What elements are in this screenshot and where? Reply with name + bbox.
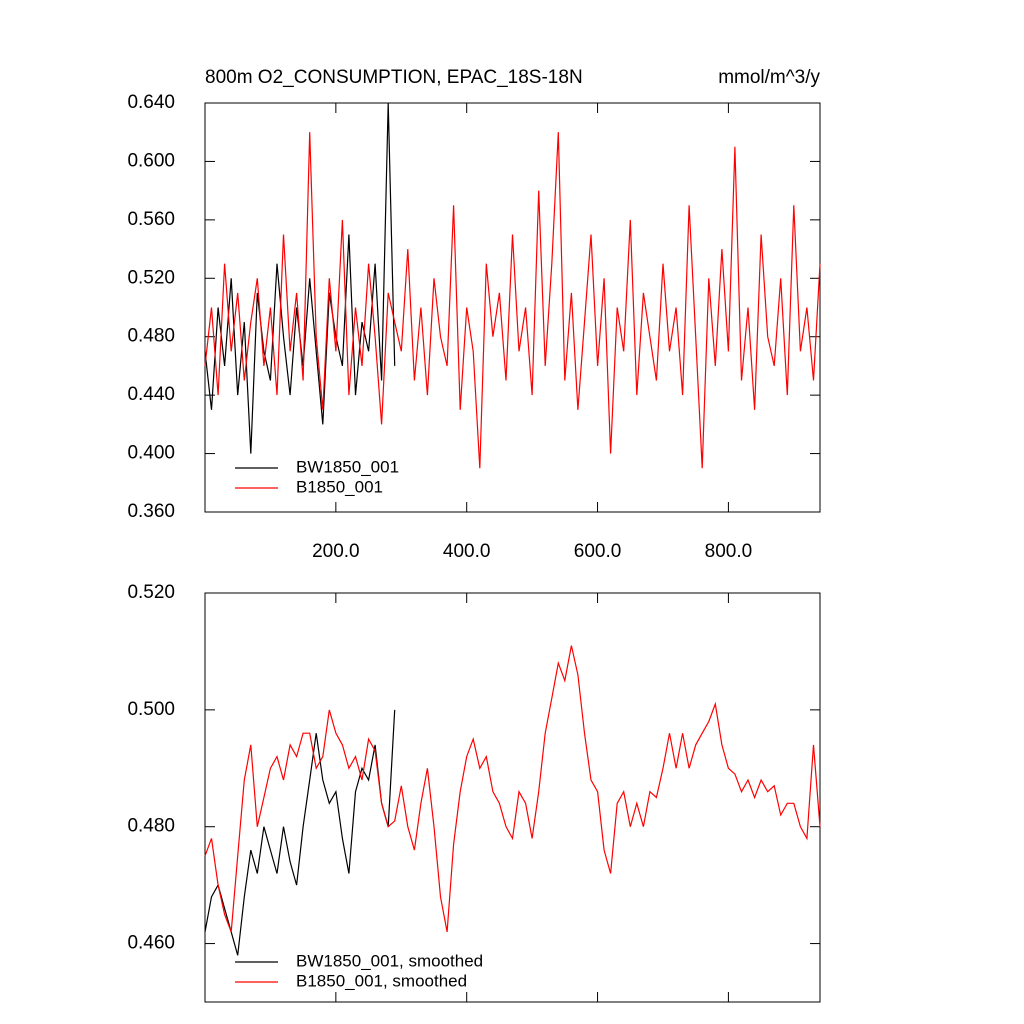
y-tick-label: 0.520 (127, 582, 175, 603)
x-tick-label: 600.0 (574, 541, 622, 562)
y-tick-label: 0.500 (127, 699, 175, 720)
y-tick-label: 0.480 (127, 816, 175, 837)
x-tick-label: 800.0 (705, 541, 753, 562)
x-tick-label: 200.0 (312, 541, 360, 562)
series-line (204, 102, 396, 454)
y-tick-label: 0.560 (127, 209, 175, 230)
y-tick-label: 0.460 (127, 933, 175, 954)
units-label: mmol/m^3/y (718, 67, 820, 88)
plot-frame (204, 592, 821, 1003)
legend-label: B1850_001, smoothed (296, 971, 467, 990)
y-tick-label: 0.400 (127, 443, 175, 464)
series-line (204, 645, 821, 933)
y-tick-label: 0.360 (127, 501, 175, 522)
y-tick-label: 0.520 (127, 267, 175, 288)
chart-title: 800m O2_CONSUMPTION, EPAC_18S-18N (205, 67, 583, 88)
y-tick-label: 0.640 (127, 92, 175, 113)
series-line (204, 132, 821, 469)
plot-frame (204, 102, 821, 513)
legend-label: BW1850_001 (296, 457, 399, 476)
legend-label: B1850_001 (296, 477, 383, 496)
y-tick-label: 0.440 (127, 384, 175, 405)
x-tick-label: 400.0 (443, 541, 491, 562)
y-tick-label: 0.600 (127, 150, 175, 171)
legend-label: BW1850_001, smoothed (296, 951, 483, 970)
y-tick-label: 0.480 (127, 326, 175, 347)
